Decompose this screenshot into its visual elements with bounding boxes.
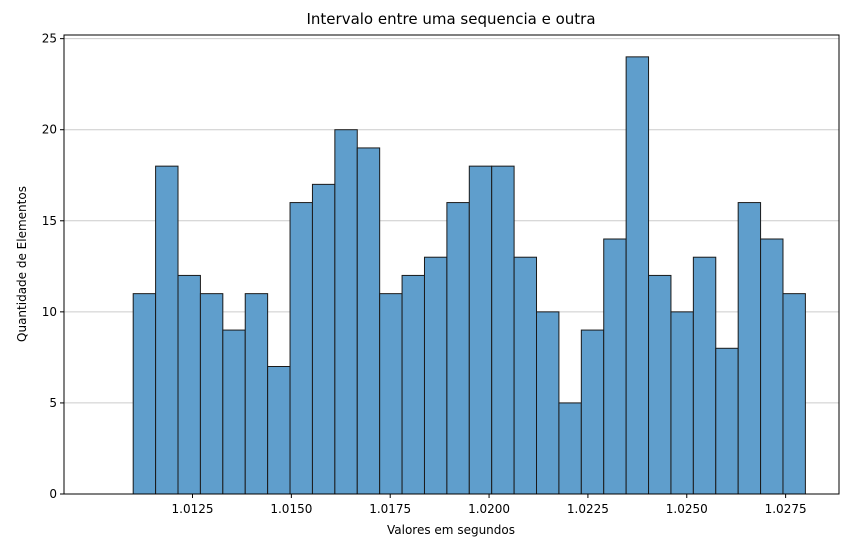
x-tick-label: 1.0175 bbox=[369, 502, 411, 516]
y-tick-label: 25 bbox=[42, 32, 57, 46]
histogram-bar bbox=[491, 165, 515, 495]
bars bbox=[132, 56, 806, 495]
x-tick-label: 1.0225 bbox=[567, 502, 609, 516]
x-tick-label: 1.0200 bbox=[468, 502, 510, 516]
histogram-bar bbox=[603, 238, 627, 495]
histogram-bar bbox=[648, 274, 672, 495]
x-tick-label: 1.0125 bbox=[172, 502, 214, 516]
histogram-bar bbox=[715, 347, 739, 495]
histogram-bar bbox=[558, 402, 582, 495]
x-axis-ticks: 1.0125 1.0150 1.0175 1.0200 1.0225 1.0250 1.02… bbox=[172, 494, 807, 516]
histogram-bar bbox=[670, 311, 694, 495]
x-axis-label: Valores em segundos bbox=[387, 523, 515, 537]
y-tick-label: 5 bbox=[49, 396, 57, 410]
y-tick-label: 10 bbox=[42, 305, 57, 319]
histogram-bar bbox=[132, 293, 157, 495]
x-tick-label: 1.0250 bbox=[666, 502, 708, 516]
x-tick-label: 1.0150 bbox=[270, 502, 312, 516]
histogram-bar bbox=[468, 165, 493, 495]
histogram-bar bbox=[199, 293, 224, 495]
chart-title: Intervalo entre uma sequencia e outra bbox=[306, 10, 595, 28]
histogram-bar bbox=[356, 147, 381, 495]
histogram-bar bbox=[760, 238, 784, 495]
histogram-bar bbox=[311, 183, 336, 495]
histogram-bar bbox=[379, 293, 403, 495]
histogram-bar bbox=[423, 256, 448, 495]
histogram-bar bbox=[289, 202, 313, 495]
histogram-bar bbox=[334, 129, 358, 495]
histogram-bar bbox=[401, 274, 425, 495]
histogram-bar bbox=[267, 366, 291, 495]
histogram-bar bbox=[222, 329, 246, 495]
histogram-bar bbox=[155, 165, 179, 495]
histogram-bar bbox=[177, 274, 201, 495]
histogram-bar bbox=[513, 256, 538, 495]
histogram-bar bbox=[625, 56, 650, 495]
y-tick-label: 0 bbox=[49, 487, 57, 501]
histogram-bar bbox=[782, 293, 806, 495]
x-tick-label: 1.0275 bbox=[765, 502, 807, 516]
histogram-bar bbox=[244, 293, 269, 495]
histogram-bar bbox=[692, 256, 717, 495]
y-tick-label: 20 bbox=[42, 123, 57, 137]
plot-frame bbox=[63, 34, 840, 495]
y-tick-label: 15 bbox=[42, 214, 57, 228]
histogram-bar bbox=[737, 202, 762, 495]
histogram-bar bbox=[580, 329, 605, 495]
y-axis-ticks: 0 5 10 15 20 25 bbox=[42, 32, 64, 501]
y-axis-label: Quantidade de Elementos bbox=[15, 186, 29, 342]
histogram-bar bbox=[446, 202, 470, 495]
histogram-bar bbox=[536, 311, 560, 495]
